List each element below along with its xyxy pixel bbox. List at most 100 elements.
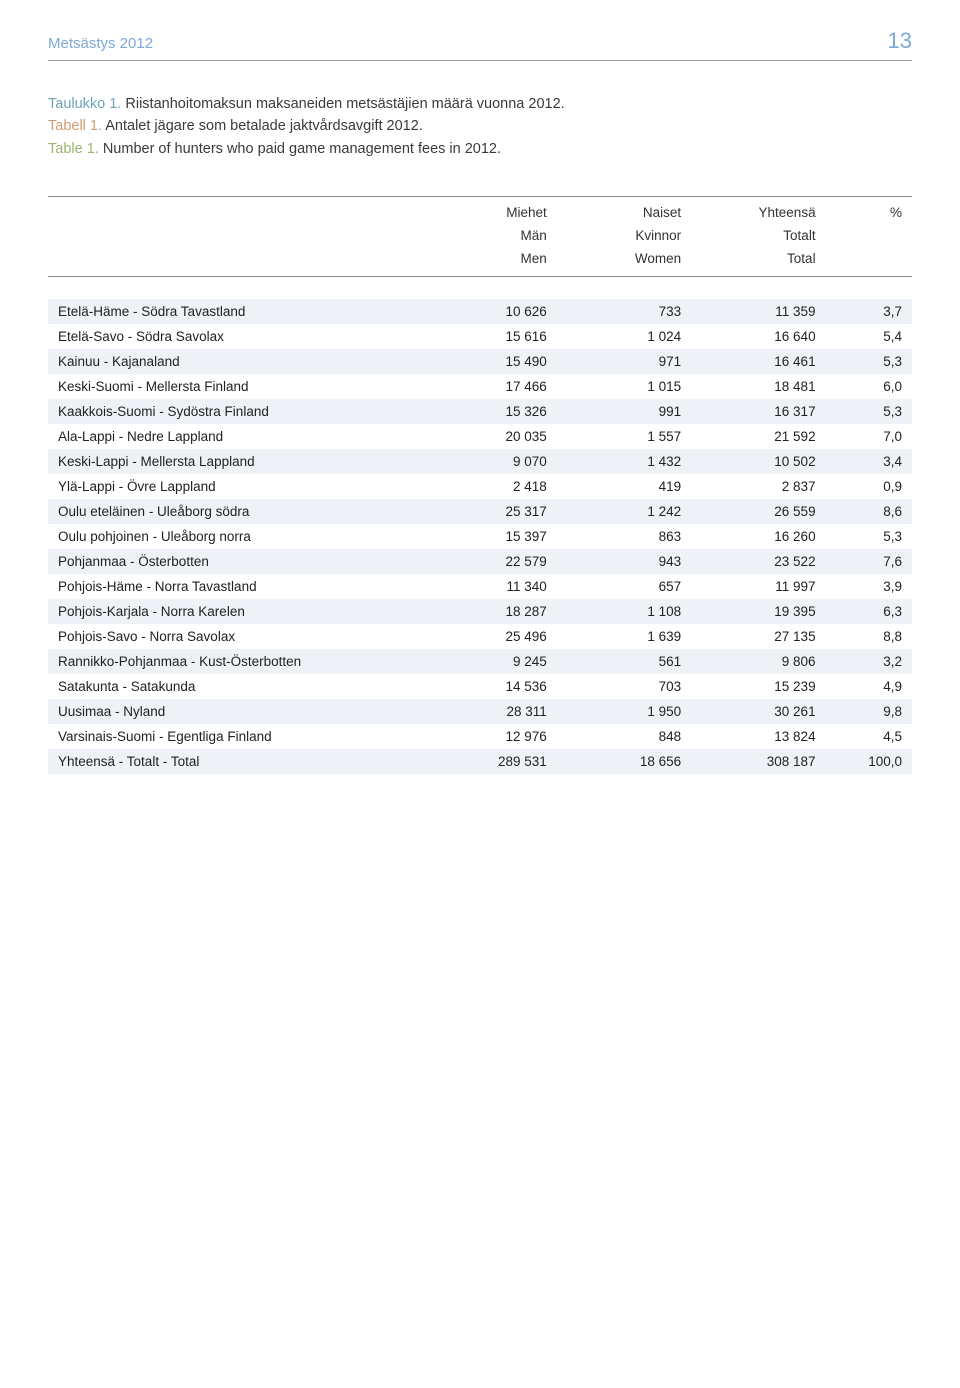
row-value: 848: [557, 724, 691, 749]
row-value: 15 490: [422, 349, 556, 374]
table-row: Yhteensä - Totalt - Total289 53118 65630…: [48, 749, 912, 774]
row-value: 10 502: [691, 449, 825, 474]
row-value: 26 559: [691, 499, 825, 524]
table-row: Pohjois-Häme - Norra Tavastland11 340657…: [48, 574, 912, 599]
row-value: 14 536: [422, 674, 556, 699]
table-row: Pohjois-Karjala - Norra Karelen18 2871 1…: [48, 599, 912, 624]
table-row: Keski-Lappi - Mellersta Lappland9 0701 4…: [48, 449, 912, 474]
table-body: Etelä-Häme - Södra Tavastland10 62673311…: [48, 277, 912, 774]
row-value: 21 592: [691, 424, 825, 449]
th-women-sv: Kvinnor: [557, 224, 691, 247]
row-value: 1 024: [557, 324, 691, 349]
row-value: 863: [557, 524, 691, 549]
th-total-en: Total: [691, 247, 825, 277]
row-value: 16 317: [691, 399, 825, 424]
row-value: 6,0: [826, 374, 912, 399]
row-label: Uusimaa - Nyland: [48, 699, 422, 724]
caption-sv-label: Tabell 1.: [48, 118, 102, 134]
row-label: Kaakkois-Suomi - Sydöstra Finland: [48, 399, 422, 424]
row-label: Rannikko-Pohjanmaa - Kust-Österbotten: [48, 649, 422, 674]
th-men-fi: Miehet: [422, 197, 556, 225]
row-value: 3,7: [826, 299, 912, 324]
row-label: Etelä-Savo - Södra Savolax: [48, 324, 422, 349]
row-value: 18 481: [691, 374, 825, 399]
th-women-en: Women: [557, 247, 691, 277]
row-label: Oulu eteläinen - Uleåborg södra: [48, 499, 422, 524]
row-value: 18 656: [557, 749, 691, 774]
row-value: 2 837: [691, 474, 825, 499]
row-value: 1 950: [557, 699, 691, 724]
row-value: 419: [557, 474, 691, 499]
row-value: 15 326: [422, 399, 556, 424]
table-row: Etelä-Savo - Södra Savolax15 6161 02416 …: [48, 324, 912, 349]
row-value: 10 626: [422, 299, 556, 324]
row-value: 27 135: [691, 624, 825, 649]
spacer: [48, 277, 912, 299]
th-blank: [48, 197, 422, 225]
row-label: Yhteensä - Totalt - Total: [48, 749, 422, 774]
table-row: Pohjois-Savo - Norra Savolax25 4961 6392…: [48, 624, 912, 649]
row-value: 2 418: [422, 474, 556, 499]
row-value: 1 432: [557, 449, 691, 474]
row-value: 11 359: [691, 299, 825, 324]
row-value: 22 579: [422, 549, 556, 574]
row-value: 15 616: [422, 324, 556, 349]
page-header: Metsästys 2012 13: [48, 28, 912, 61]
row-label: Oulu pohjoinen - Uleåborg norra: [48, 524, 422, 549]
th-women-fi: Naiset: [557, 197, 691, 225]
row-value: 703: [557, 674, 691, 699]
row-value: 3,9: [826, 574, 912, 599]
caption-fi: Taulukko 1. Riistanhoitomaksun maksaneid…: [48, 93, 912, 115]
row-label: Ala-Lappi - Nedre Lappland: [48, 424, 422, 449]
th-blank: [826, 247, 912, 277]
row-value: 12 976: [422, 724, 556, 749]
row-value: 9,8: [826, 699, 912, 724]
row-label: Pohjois-Häme - Norra Tavastland: [48, 574, 422, 599]
row-value: 16 260: [691, 524, 825, 549]
row-value: 5,3: [826, 524, 912, 549]
table-row: Oulu pohjoinen - Uleåborg norra15 397863…: [48, 524, 912, 549]
table-row: Pohjanmaa - Österbotten22 57994323 5227,…: [48, 549, 912, 574]
caption-en-text: Number of hunters who paid game manageme…: [99, 141, 501, 157]
table-row: Kainuu - Kajanaland15 49097116 4615,3: [48, 349, 912, 374]
row-value: 9 245: [422, 649, 556, 674]
row-label: Ylä-Lappi - Övre Lappland: [48, 474, 422, 499]
row-value: 5,4: [826, 324, 912, 349]
caption-sv-text: Antalet jägare som betalade jaktvårdsavg…: [102, 118, 423, 134]
row-label: Pohjanmaa - Österbotten: [48, 549, 422, 574]
row-value: 308 187: [691, 749, 825, 774]
row-label: Keski-Lappi - Mellersta Lappland: [48, 449, 422, 474]
table-captions: Taulukko 1. Riistanhoitomaksun maksaneid…: [48, 93, 912, 160]
caption-fi-text: Riistanhoitomaksun maksaneiden metsästäj…: [121, 96, 564, 112]
row-value: 289 531: [422, 749, 556, 774]
row-value: 7,6: [826, 549, 912, 574]
row-value: 5,3: [826, 399, 912, 424]
table-row: Keski-Suomi - Mellersta Finland17 4661 0…: [48, 374, 912, 399]
row-value: 4,9: [826, 674, 912, 699]
table-row: Uusimaa - Nyland28 3111 95030 2619,8: [48, 699, 912, 724]
row-label: Varsinais-Suomi - Egentliga Finland: [48, 724, 422, 749]
caption-en-label: Table 1.: [48, 141, 99, 157]
doc-title: Metsästys 2012: [48, 35, 153, 52]
row-value: 1 242: [557, 499, 691, 524]
caption-fi-label: Taulukko 1.: [48, 96, 121, 112]
th-blank: [48, 247, 422, 277]
row-value: 3,4: [826, 449, 912, 474]
row-value: 17 466: [422, 374, 556, 399]
row-value: 971: [557, 349, 691, 374]
row-value: 16 461: [691, 349, 825, 374]
table-row: Kaakkois-Suomi - Sydöstra Finland15 3269…: [48, 399, 912, 424]
row-value: 13 824: [691, 724, 825, 749]
th-blank: [826, 224, 912, 247]
page-number: 13: [888, 28, 912, 54]
row-value: 30 261: [691, 699, 825, 724]
row-value: 15 397: [422, 524, 556, 549]
row-value: 25 496: [422, 624, 556, 649]
row-value: 28 311: [422, 699, 556, 724]
row-value: 23 522: [691, 549, 825, 574]
row-value: 1 015: [557, 374, 691, 399]
table-row: Satakunta - Satakunda14 53670315 2394,9: [48, 674, 912, 699]
table-row: Etelä-Häme - Södra Tavastland10 62673311…: [48, 299, 912, 324]
row-value: 943: [557, 549, 691, 574]
row-label: Satakunta - Satakunda: [48, 674, 422, 699]
